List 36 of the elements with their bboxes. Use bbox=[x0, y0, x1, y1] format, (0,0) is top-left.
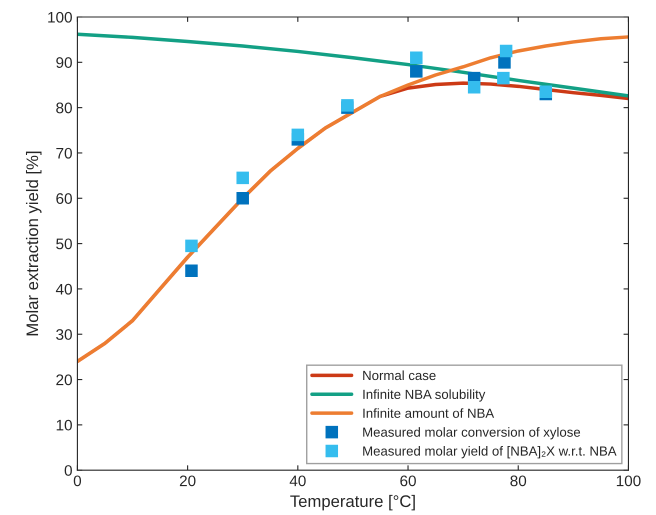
y-tick-label: 90 bbox=[56, 57, 72, 68]
y-tick-label: 10 bbox=[56, 420, 72, 431]
y-tick-label: 20 bbox=[56, 374, 72, 386]
legend-label: Infinite amount of NBA bbox=[363, 408, 494, 418]
point bbox=[292, 128, 304, 142]
point bbox=[185, 264, 198, 278]
point bbox=[410, 52, 423, 64]
legend-label: Infinite NBA solubility bbox=[363, 389, 486, 402]
legend-label: Measured molar yield of [NBA]₂X w.r.t. NBA bbox=[363, 446, 617, 458]
y-axis-title: Molar extraction yield [%] bbox=[26, 152, 42, 336]
y-tick-label: 50 bbox=[56, 238, 72, 250]
y-tick-label: 40 bbox=[56, 284, 72, 295]
x-tick-label: 100 bbox=[616, 475, 641, 486]
x-tick-label: 20 bbox=[180, 475, 196, 486]
x-axis-title: Temperature [°C] bbox=[290, 494, 415, 510]
x-tick-label: 80 bbox=[510, 475, 526, 486]
y-tick-label: 60 bbox=[56, 193, 72, 204]
point bbox=[498, 56, 511, 69]
y-tick-label: 30 bbox=[56, 329, 72, 340]
y-tick-label: 0 bbox=[64, 465, 72, 476]
point bbox=[500, 44, 512, 58]
point bbox=[185, 240, 198, 252]
legend-label: Measured molar conversion of xylose bbox=[363, 427, 580, 440]
point bbox=[468, 80, 480, 94]
point bbox=[236, 192, 249, 205]
legend-label: Normal case bbox=[363, 370, 436, 380]
x-tick-label: 60 bbox=[400, 475, 416, 486]
line-series bbox=[77, 32, 628, 98]
point bbox=[497, 72, 510, 84]
x-tick-label: 40 bbox=[290, 475, 306, 486]
point bbox=[410, 65, 423, 78]
y-tick-label: 70 bbox=[56, 148, 72, 159]
y-tick-label: 80 bbox=[56, 102, 72, 114]
point bbox=[236, 172, 249, 184]
x-tick-label: 0 bbox=[74, 475, 82, 486]
y-tick-label: 100 bbox=[48, 12, 72, 23]
